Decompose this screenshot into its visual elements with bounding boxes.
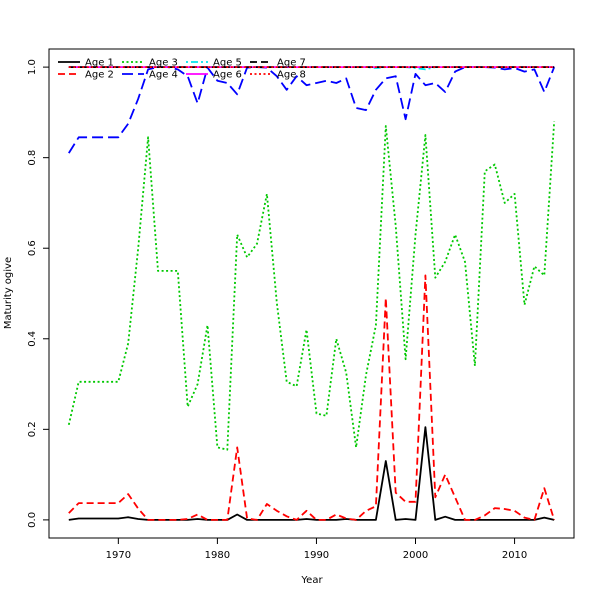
legend-label: Age 8 [277,70,306,81]
y-tick-label: 0.8 [27,150,38,166]
plot-frame [48,48,575,539]
x-tick-label: 2010 [502,550,527,561]
legend-label: Age 4 [149,70,178,81]
series-line-age-3 [67,121,556,451]
y-axis-title: Maturity ogive [3,257,14,329]
y-tick-label: 0.6 [27,240,38,256]
legend-label: Age 6 [213,70,242,81]
y-axis: 0.0 0.2 0.4 0.6 0.8 1.0 [27,59,49,528]
series-layer [67,66,556,521]
legend-label: Age 7 [277,58,306,69]
y-tick-label: 1.0 [27,59,38,75]
series-line-age-2 [68,274,556,521]
x-tick-label: 1970 [106,550,131,561]
x-tick-label: 2000 [403,550,428,561]
legend-label: Age 5 [213,58,242,69]
y-tick-label: 0.4 [27,331,38,347]
y-tick-label: 0.2 [27,421,38,437]
legend-label: Age 3 [149,58,178,69]
x-axis-title: Year [300,575,323,586]
x-tick-label: 1990 [304,550,329,561]
legend-label: Age 1 [85,58,114,69]
legend-label: Age 2 [85,70,114,81]
x-axis: 1970 1980 1990 2000 2010 [106,538,527,561]
y-tick-label: 0.0 [27,512,38,528]
x-tick-label: 1980 [205,550,230,561]
